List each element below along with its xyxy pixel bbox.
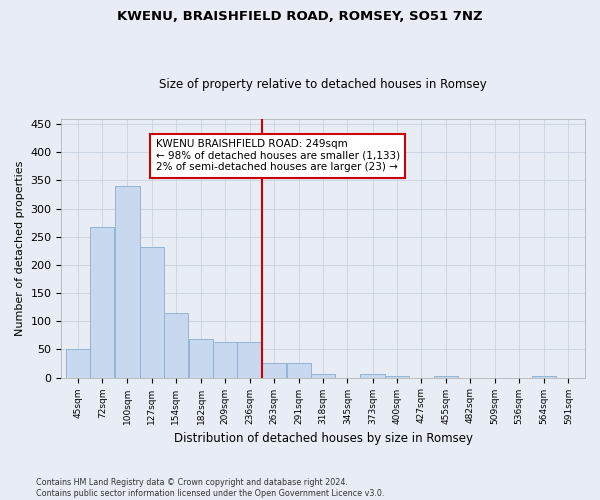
Bar [115, 186, 140, 378]
Bar [66, 350, 90, 378]
Text: Contains HM Land Registry data © Crown copyright and database right 2024.
Contai: Contains HM Land Registry data © Crown c… [36, 478, 385, 498]
Bar [140, 247, 164, 378]
Bar [262, 364, 286, 378]
Bar [385, 376, 409, 378]
Bar [434, 376, 458, 378]
Bar [311, 374, 335, 378]
Text: KWENU, BRAISHFIELD ROAD, ROMSEY, SO51 7NZ: KWENU, BRAISHFIELD ROAD, ROMSEY, SO51 7N… [117, 10, 483, 23]
Title: Size of property relative to detached houses in Romsey: Size of property relative to detached ho… [160, 78, 487, 91]
Bar [361, 374, 385, 378]
Bar [287, 364, 311, 378]
Bar [90, 226, 115, 378]
Y-axis label: Number of detached properties: Number of detached properties [15, 160, 25, 336]
X-axis label: Distribution of detached houses by size in Romsey: Distribution of detached houses by size … [174, 432, 473, 445]
Bar [238, 342, 262, 378]
Text: KWENU BRAISHFIELD ROAD: 249sqm
← 98% of detached houses are smaller (1,133)
2% o: KWENU BRAISHFIELD ROAD: 249sqm ← 98% of … [155, 140, 400, 172]
Bar [164, 313, 188, 378]
Bar [213, 342, 238, 378]
Bar [532, 376, 556, 378]
Bar [189, 340, 213, 378]
